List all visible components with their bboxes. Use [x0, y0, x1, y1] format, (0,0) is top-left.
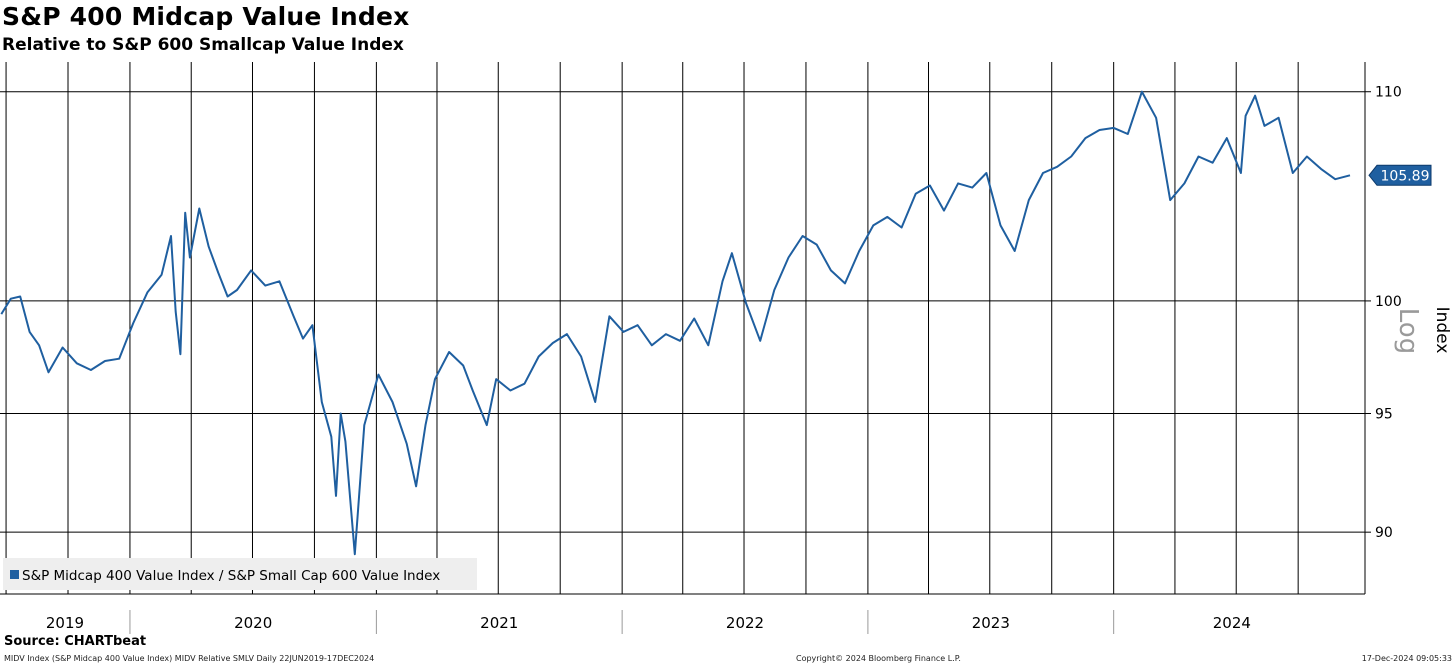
log-scale-label: Log: [1393, 308, 1423, 354]
chart-title: S&P 400 Midcap Value Index: [2, 2, 410, 31]
legend-box: [3, 558, 477, 590]
legend: S&P Midcap 400 Value Index / S&P Small C…: [3, 558, 477, 590]
chart-subtitle: Relative to S&P 600 Smallcap Value Index: [2, 35, 404, 55]
horizontal-gridlines: [0, 91, 1365, 533]
footer-copyright: Copyright© 2024 Bloomberg Finance L.P.: [796, 654, 961, 663]
series-line: [0, 90, 1351, 556]
x-axis: 2019 2020 2021 2022 2023 2024: [46, 610, 1251, 634]
y-axis-title: Index: [1432, 307, 1452, 354]
legend-swatch: [10, 570, 19, 579]
y-tick-label: 100: [1375, 294, 1402, 310]
vertical-gridlines: [5, 62, 1299, 594]
x-tick-label: 2019: [46, 614, 84, 632]
footer-timestamp: 17-Dec-2024 09:05:33: [1361, 654, 1452, 663]
y-tick-label: 95: [1375, 406, 1393, 422]
source-note: Source: CHARTbeat: [4, 634, 147, 649]
y-axis: 90 95 100 110: [1365, 85, 1402, 541]
x-tick-label: 2020: [234, 614, 272, 632]
y-tick-label: 110: [1375, 85, 1402, 101]
footer-index-description: MIDV Index (S&P Midcap 400 Value Index) …: [4, 654, 375, 663]
y-tick-label: 90: [1375, 525, 1393, 541]
x-tick-label: 2021: [480, 614, 518, 632]
last-value-text: 105.89: [1381, 168, 1430, 184]
x-tick-label: 2024: [1213, 614, 1251, 632]
last-value-callout: 105.89: [1368, 164, 1432, 186]
x-tick-label: 2023: [972, 614, 1010, 632]
series-layer: [0, 90, 1351, 556]
x-tick-label: 2022: [726, 614, 764, 632]
legend-entry: S&P Midcap 400 Value Index / S&P Small C…: [22, 568, 440, 584]
last-value-tag: [1368, 164, 1432, 186]
